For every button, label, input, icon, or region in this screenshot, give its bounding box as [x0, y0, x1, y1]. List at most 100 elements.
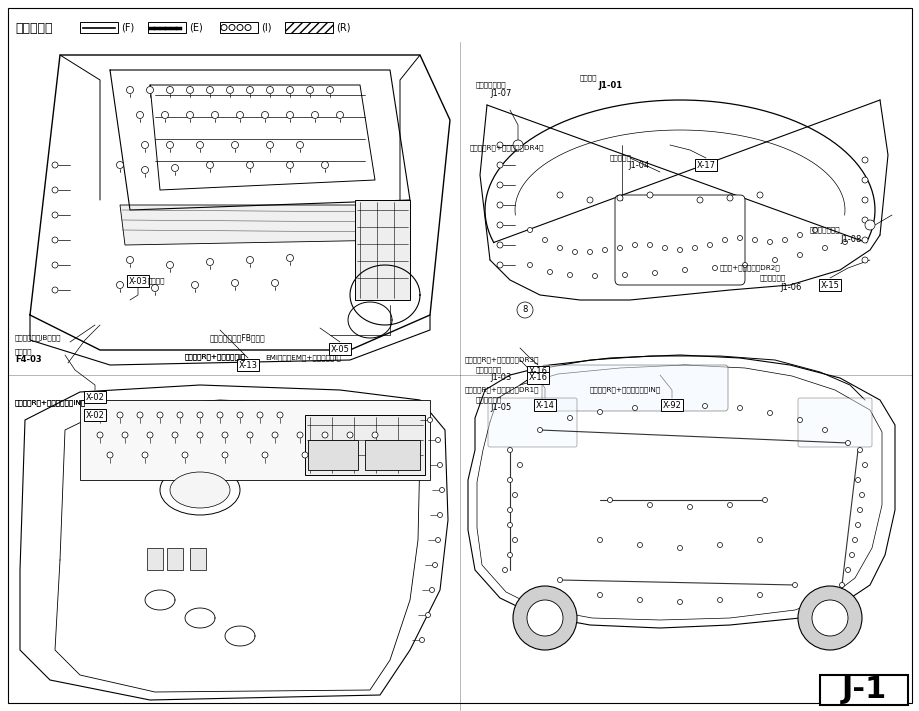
Circle shape [425, 612, 430, 617]
Circle shape [286, 87, 293, 94]
Circle shape [647, 503, 652, 508]
Text: X-16: X-16 [528, 368, 547, 377]
Ellipse shape [160, 465, 240, 515]
Circle shape [182, 452, 187, 458]
Bar [305, 415, 425, 475]
Circle shape [737, 235, 742, 240]
Text: J1-03: J1-03 [490, 373, 511, 383]
Circle shape [721, 237, 727, 242]
Circle shape [537, 427, 542, 432]
Text: EMI线束（EM）+仪表线束（I）: EMI线束（EM）+仪表线束（I） [265, 355, 341, 361]
Circle shape [707, 242, 711, 247]
Circle shape [717, 597, 721, 602]
Circle shape [682, 267, 686, 272]
Bar [167, 548, 183, 570]
Circle shape [496, 262, 503, 268]
Text: J-1: J-1 [841, 675, 886, 705]
Circle shape [221, 452, 228, 458]
Circle shape [142, 452, 148, 458]
Text: 左前门扬声器: 左前门扬声器 [475, 397, 502, 403]
Text: J1-07: J1-07 [490, 88, 511, 97]
Circle shape [756, 538, 762, 542]
Circle shape [516, 462, 522, 468]
Circle shape [172, 432, 177, 438]
Bar [285, 22, 333, 33]
Circle shape [96, 412, 103, 418]
Circle shape [797, 232, 801, 237]
Text: 右线束+前门线束（DR2）: 右线束+前门线束（DR2） [720, 264, 780, 272]
Circle shape [811, 600, 847, 636]
FancyBboxPatch shape [487, 398, 576, 447]
Circle shape [822, 427, 826, 432]
Circle shape [107, 452, 113, 458]
Circle shape [256, 412, 263, 418]
Circle shape [686, 505, 692, 510]
Circle shape [762, 498, 766, 503]
Circle shape [596, 538, 602, 542]
Circle shape [435, 437, 440, 442]
Circle shape [647, 242, 652, 247]
Circle shape [166, 262, 174, 269]
Circle shape [667, 404, 672, 409]
Circle shape [147, 432, 153, 438]
Bar [355, 200, 410, 300]
Text: 后视束（R）+仪表线束（I）: 后视束（R）+仪表线束（I） [185, 353, 246, 360]
Circle shape [321, 161, 328, 169]
Circle shape [839, 582, 844, 587]
Circle shape [861, 257, 867, 263]
Circle shape [262, 452, 267, 458]
Circle shape [557, 245, 562, 250]
Circle shape [857, 508, 862, 513]
Circle shape [226, 87, 233, 94]
Text: 连接盒（参见JB组分）: 连接盒（参见JB组分） [15, 335, 62, 341]
Circle shape [766, 240, 772, 245]
Circle shape [756, 192, 762, 198]
Circle shape [772, 257, 777, 262]
Circle shape [676, 247, 682, 252]
Bar [148, 22, 186, 33]
Circle shape [117, 282, 123, 289]
FancyBboxPatch shape [541, 365, 727, 411]
Circle shape [676, 599, 682, 604]
Text: J1-05: J1-05 [490, 404, 511, 412]
Circle shape [286, 112, 293, 119]
Circle shape [326, 87, 334, 94]
Circle shape [336, 112, 343, 119]
Circle shape [602, 247, 607, 252]
Circle shape [622, 272, 627, 277]
Circle shape [117, 161, 123, 169]
Circle shape [122, 432, 128, 438]
Circle shape [187, 112, 193, 119]
Circle shape [507, 523, 512, 528]
Bar [80, 22, 118, 33]
Circle shape [137, 412, 142, 418]
Circle shape [439, 488, 444, 493]
Circle shape [435, 538, 440, 542]
Polygon shape [20, 385, 448, 700]
Circle shape [512, 493, 516, 498]
Circle shape [864, 220, 874, 230]
Circle shape [542, 237, 547, 242]
Circle shape [306, 87, 313, 94]
Text: X-92: X-92 [662, 400, 681, 410]
Circle shape [211, 112, 219, 119]
Text: (I): (I) [261, 23, 271, 33]
Circle shape [286, 255, 293, 262]
Circle shape [587, 250, 592, 255]
Circle shape [52, 237, 58, 243]
Circle shape [52, 262, 58, 268]
Circle shape [152, 284, 158, 292]
Text: 后线束（R）+前门线束（DR1）: 后线束（R）+前门线束（DR1） [464, 387, 539, 393]
Circle shape [146, 87, 153, 94]
Circle shape [296, 141, 303, 149]
Circle shape [662, 245, 667, 250]
Circle shape [862, 462, 867, 468]
Circle shape [742, 262, 746, 267]
Text: 后线束（R）+后门线束（DR3）: 后线束（R）+后门线束（DR3） [464, 357, 539, 363]
Circle shape [142, 166, 148, 173]
Circle shape [507, 447, 512, 452]
Circle shape [858, 493, 864, 498]
Text: (E): (E) [188, 23, 202, 33]
Circle shape [861, 197, 867, 203]
Circle shape [791, 582, 797, 587]
